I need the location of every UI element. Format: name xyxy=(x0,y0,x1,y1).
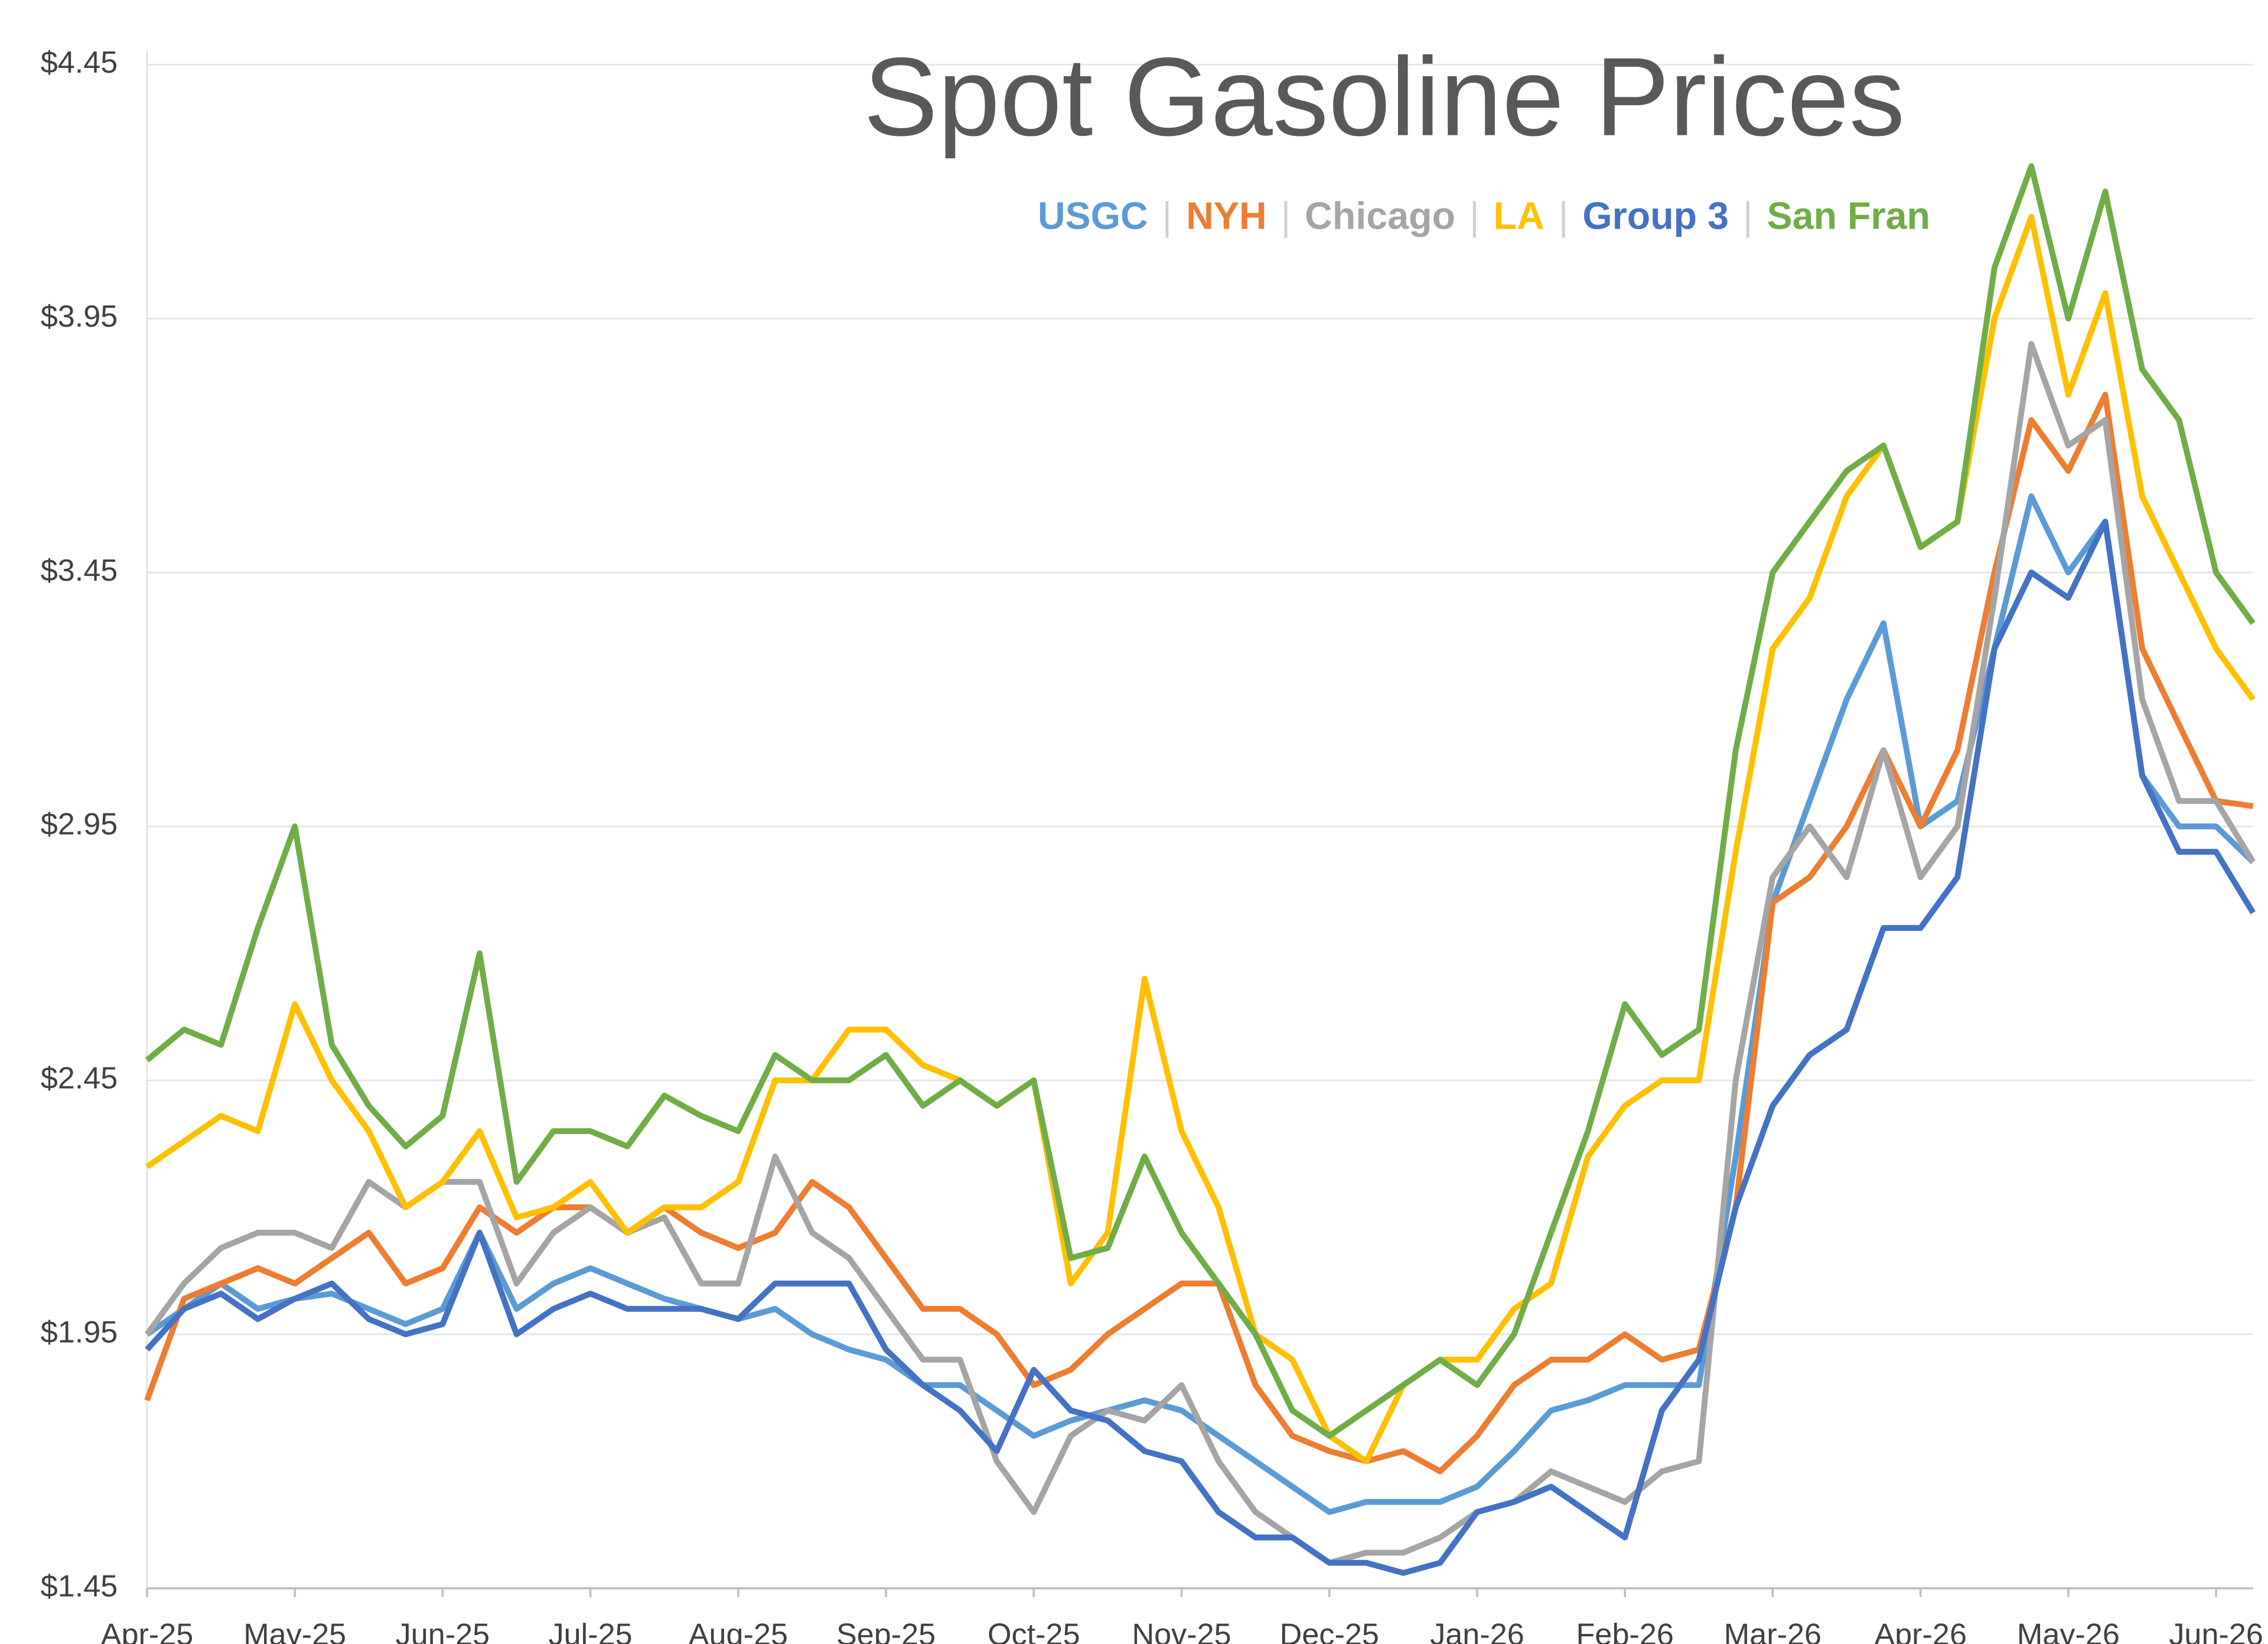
x-tick-label: Jan-26 xyxy=(1430,1617,1524,1644)
x-tick-label: Jun-26 xyxy=(2169,1617,2263,1644)
x-tick-label: Nov-25 xyxy=(1132,1617,1231,1644)
y-tick-label: $4.45 xyxy=(41,45,118,80)
x-tick-label: Dec-25 xyxy=(1280,1617,1379,1644)
x-tick-label: Feb-26 xyxy=(1576,1617,1674,1644)
legend-entry: USGC xyxy=(1038,194,1148,237)
y-tick-label: $3.95 xyxy=(41,299,118,334)
y-tick-label: $2.45 xyxy=(41,1062,118,1096)
x-tick-label: Apr-26 xyxy=(1874,1617,1967,1644)
y-tick-label: $1.95 xyxy=(41,1315,118,1349)
legend-entry: Group 3 xyxy=(1582,194,1729,237)
x-tick-label: Sep-25 xyxy=(836,1617,936,1644)
legend: San Fran Group 3 LA Chicago NYH USGC xyxy=(1038,194,1930,238)
plot-lines xyxy=(144,163,2256,1576)
series-line xyxy=(144,392,2254,1474)
x-tick-label: Mar-26 xyxy=(1724,1617,1821,1644)
y-tick-label: $3.45 xyxy=(41,554,118,588)
legend-entry: NYH xyxy=(1186,194,1266,237)
x-tick-label: Jun-25 xyxy=(396,1617,490,1644)
series-line xyxy=(144,341,2256,1566)
legend-entry: San Fran xyxy=(1767,194,1930,237)
y-tick-label: $1.45 xyxy=(41,1569,118,1603)
legend-entry: Chicago xyxy=(1305,194,1455,237)
y-tick-label: $2.95 xyxy=(41,808,118,842)
x-tick-label: May-26 xyxy=(2017,1617,2120,1644)
series-line xyxy=(145,163,2256,1439)
series-line xyxy=(145,519,2256,1576)
x-tick-label: Apr-25 xyxy=(101,1617,194,1644)
x-tick-label: Jul-25 xyxy=(549,1617,633,1644)
chart-title: Spot Gasoline Prices xyxy=(863,35,1905,159)
legend-entry: LA xyxy=(1494,194,1544,237)
x-tick-label: Aug-25 xyxy=(689,1617,788,1644)
x-tick-label: May-25 xyxy=(243,1617,346,1644)
x-tick-label: Oct-25 xyxy=(988,1617,1080,1644)
